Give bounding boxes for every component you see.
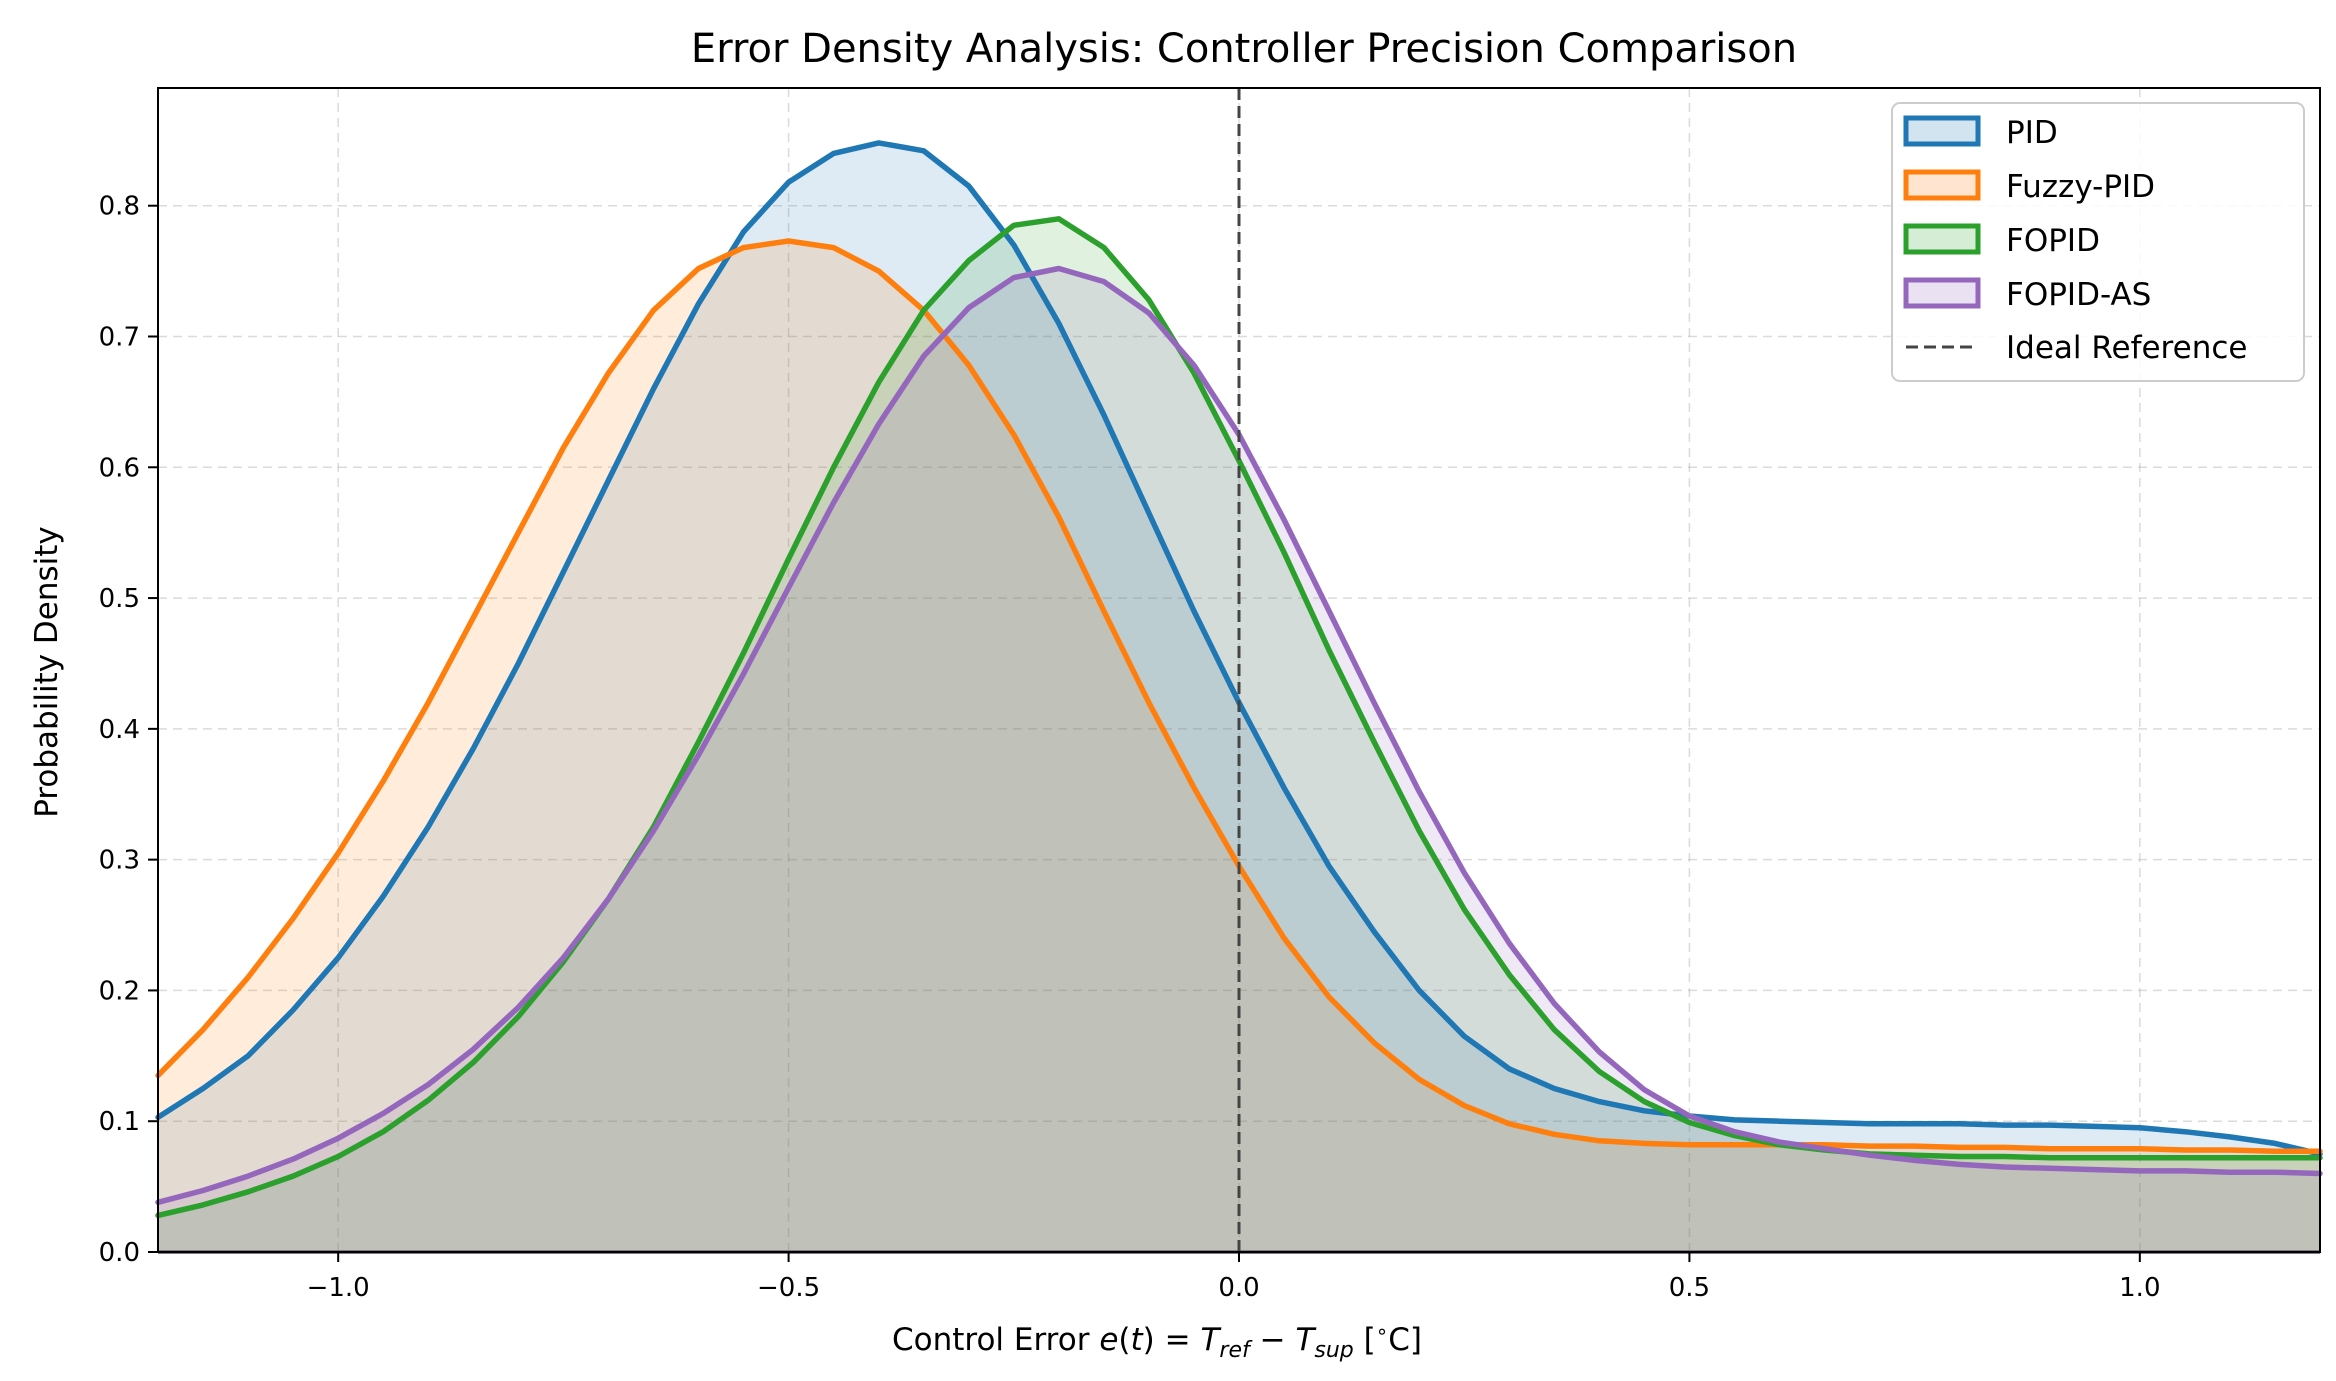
legend-label-fopid: FOPID [2006, 223, 2100, 259]
y-tick-label: 0.7 [99, 322, 140, 352]
x-tick-label: 1.0 [2119, 1273, 2160, 1303]
y-tick-label: 0.4 [99, 715, 140, 745]
x-tick-label: −0.5 [757, 1273, 820, 1303]
legend: PID Fuzzy-PID FOPID FOPID-AS Ideal Refer… [1891, 102, 2305, 382]
y-tick-label: 0.0 [99, 1238, 140, 1268]
legend-label-pid: PID [2006, 115, 2058, 151]
area-pid [158, 142, 2320, 1252]
y-tick-label: 0.5 [99, 584, 140, 614]
y-tick-label: 0.1 [99, 1107, 140, 1137]
area-fuzzy-pid [158, 241, 2320, 1252]
x-axis-label-text: Control Error [892, 1322, 1090, 1358]
legend-label-ideal-reference: Ideal Reference [2006, 330, 2247, 366]
legend-swatch-fopid-as [1903, 277, 1981, 309]
line-fopid [155, 216, 2323, 1219]
x-axis-ticks: −1.0 −0.5 0.0 0.5 1.0 [307, 1252, 2161, 1303]
y-tick-label: 0.8 [99, 192, 140, 222]
legend-swatch-fopid [1903, 223, 1981, 255]
legend-swatch-pid [1903, 115, 1981, 147]
x-axis-label: Control Error e(t) = Tref − Tsup [∘C] [892, 1319, 1422, 1363]
legend-label-fuzzy-pid: Fuzzy-PID [2006, 169, 2155, 205]
x-tick-label: 0.5 [1669, 1273, 1710, 1303]
legend-label-fopid-as: FOPID-AS [2006, 277, 2151, 313]
chart-title: Error Density Analysis: Controller Preci… [691, 26, 1797, 72]
x-tick-label: −1.0 [307, 1273, 370, 1303]
legend-swatch-fuzzy-pid [1903, 169, 1981, 201]
y-axis-ticks: 0.0 0.1 0.2 0.3 0.4 0.5 0.6 0.7 0.8 [99, 192, 158, 1268]
area-fopid [158, 218, 2320, 1252]
y-axis-label: Probability Density [29, 526, 65, 818]
x-tick-label: 0.0 [1218, 1273, 1259, 1303]
y-tick-label: 0.6 [99, 453, 140, 483]
legend-box [1891, 102, 2305, 382]
y-tick-label: 0.3 [99, 846, 140, 876]
y-tick-label: 0.2 [99, 976, 140, 1006]
